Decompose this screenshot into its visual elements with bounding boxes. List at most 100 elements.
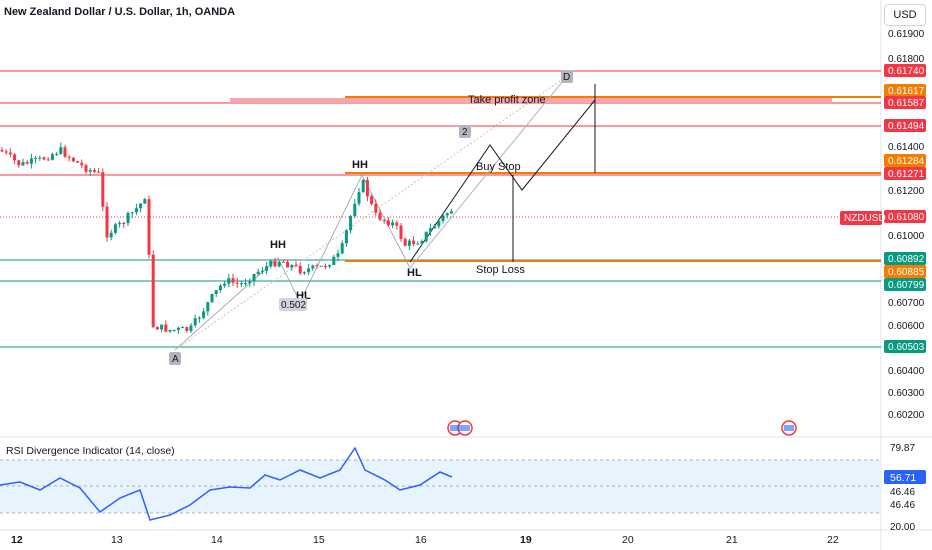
price-axis-tick: 0.60600	[888, 321, 925, 332]
price-tag-box	[884, 340, 926, 353]
price-tag-box	[884, 210, 926, 223]
candle-body	[428, 228, 432, 232]
candle-body	[382, 219, 386, 221]
candle-body	[424, 231, 428, 242]
candle-body	[172, 329, 176, 331]
time-axis: 12 13 14 15 16 19 20 21 22	[11, 534, 839, 546]
rsi-line	[0, 446, 453, 521]
rsi-axis: 79.87 46.46 46.46 20.00	[890, 443, 915, 533]
candle-body	[416, 243, 420, 245]
candle-body	[214, 290, 218, 294]
rsi-axis-tick: 46.46	[890, 500, 915, 511]
chart-title: New Zealand Dollar / U.S. Dollar, 1h, OA…	[4, 6, 236, 18]
buy-stop-label: Buy Stop	[476, 161, 521, 173]
candle-body	[113, 224, 117, 233]
candle-body	[227, 278, 231, 284]
candle-body	[252, 274, 256, 282]
time-axis-tick: 19	[520, 534, 532, 546]
price-axis-tick: 0.60300	[888, 388, 925, 399]
symbol-tag-box	[840, 211, 882, 225]
candle-body	[17, 160, 21, 166]
rsi-axis-tick: 20.00	[890, 522, 915, 533]
candle-body	[151, 254, 155, 328]
candle-body	[189, 325, 193, 331]
price-tag-label: 0.61271	[888, 169, 925, 180]
candle-body	[0, 150, 4, 152]
currency-button[interactable]: USD	[884, 4, 926, 26]
candle-body	[365, 179, 369, 197]
candlestick-series	[0, 142, 453, 334]
candle-body	[235, 282, 239, 284]
candle-body	[349, 216, 353, 231]
candle-body	[134, 208, 138, 213]
hh-label-1: HH	[270, 239, 286, 251]
candle-body	[118, 222, 122, 225]
candle-body	[298, 265, 302, 274]
candle-body	[374, 204, 378, 213]
price-axis-tick: 0.61400	[888, 142, 925, 153]
price-tag-label: 0.60885	[888, 267, 925, 278]
candle-body	[420, 241, 424, 244]
take-profit-label: Take profit zone	[468, 94, 546, 106]
candle-body	[185, 327, 189, 331]
candle-body	[4, 151, 8, 153]
candle-body	[84, 165, 88, 172]
candle-body	[63, 147, 67, 157]
price-axis: 0.61900 0.61800 0.61400 0.61200 0.61000 0.607…	[888, 29, 925, 421]
time-axis-tick: 22	[827, 534, 839, 546]
candle-body	[218, 285, 222, 291]
rsi-band	[0, 460, 881, 513]
candle-body	[323, 265, 327, 267]
candle-body	[29, 158, 33, 164]
price-axis-tick: 0.60700	[888, 298, 925, 309]
candle-body	[311, 265, 315, 269]
candle-body	[294, 265, 298, 267]
candle-body	[176, 327, 180, 330]
candle-body	[290, 265, 294, 268]
candle-body	[239, 283, 243, 285]
candle-body	[50, 154, 54, 160]
candle-body	[412, 240, 416, 245]
candle-body	[315, 265, 319, 267]
point-a-label: A	[172, 354, 179, 365]
symbol-tag: NZDUSD	[844, 213, 886, 224]
candle-body	[441, 215, 445, 221]
candle-body	[71, 157, 75, 162]
rsi-current-tag	[884, 470, 926, 484]
candle-body	[386, 220, 390, 226]
time-axis-tick: 15	[313, 534, 325, 546]
candle-body	[328, 264, 332, 267]
candle-body	[357, 192, 361, 204]
candle-body	[181, 327, 185, 329]
price-tag-label: 0.60503	[888, 342, 925, 353]
candle-body	[97, 171, 101, 173]
pattern-leg	[409, 75, 568, 269]
candle-body	[244, 283, 248, 285]
point-d-box	[561, 70, 573, 83]
candle-body	[260, 270, 264, 272]
harmonic-pattern	[174, 75, 568, 351]
price-tag-label: 0.61494	[888, 121, 925, 132]
price-axis-tick: 0.60200	[888, 410, 925, 421]
candle-body	[202, 311, 206, 318]
point-2-label: 2	[462, 127, 468, 138]
price-axis-tick: 0.61200	[888, 186, 925, 197]
event-flags	[447, 420, 797, 436]
candle-body	[13, 154, 17, 161]
point-a-box	[169, 352, 181, 365]
candle-body	[399, 225, 403, 239]
candle-body	[340, 243, 344, 254]
candle-body	[80, 162, 84, 166]
price-tag-label: 0.61080	[888, 212, 925, 223]
candle-body	[67, 156, 71, 158]
candle-body	[126, 213, 130, 224]
price-tag-label: 0.60892	[888, 254, 925, 265]
candle-body	[265, 266, 269, 271]
time-axis-tick: 21	[726, 534, 738, 546]
price-tag-label: 0.61740	[888, 66, 925, 77]
candle-body	[319, 265, 323, 267]
price-tag-box	[884, 252, 926, 265]
price-tag-label: 0.61587	[888, 98, 925, 109]
